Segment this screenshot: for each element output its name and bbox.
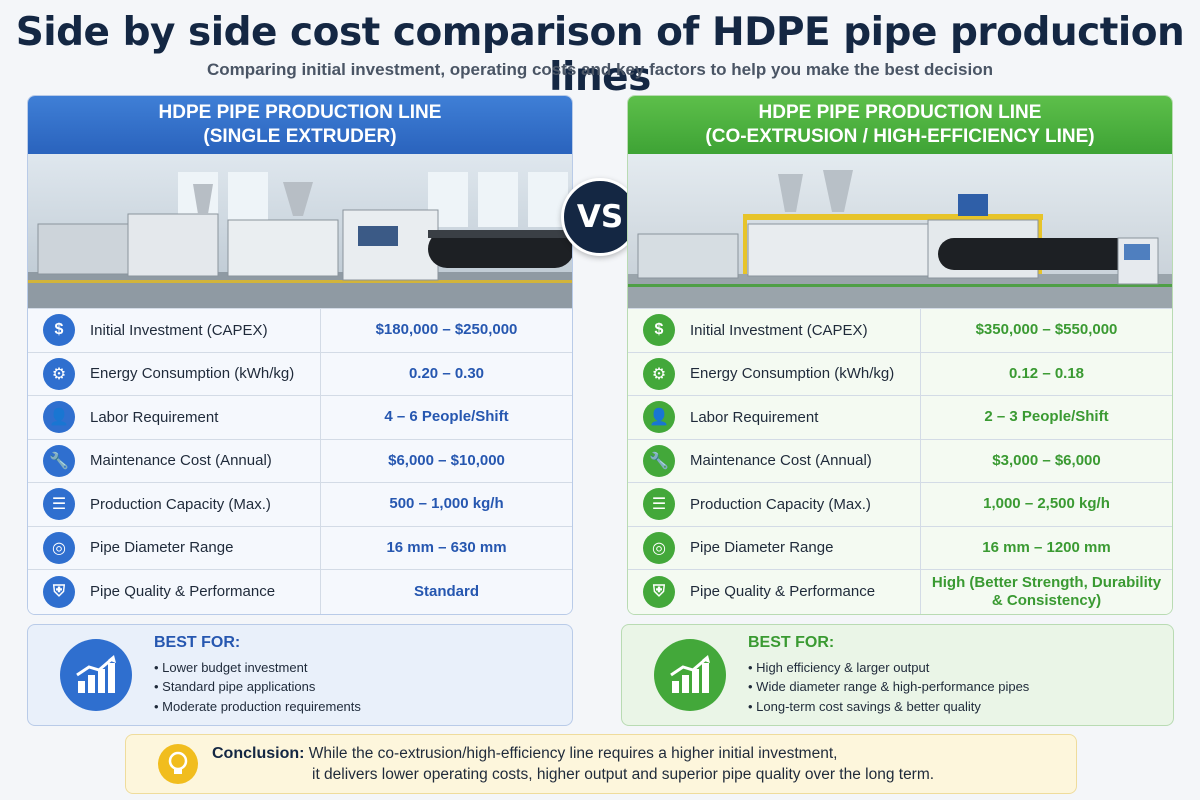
dollar-icon: $ xyxy=(643,314,675,347)
best-for-item: High efficiency & larger output xyxy=(748,658,1029,678)
row-value: $350,000 – $550,000 xyxy=(975,321,1118,339)
co-extrusion-best-for: BEST FOR: High efficiency & larger outpu… xyxy=(621,624,1174,726)
gear-icon: ⚙ xyxy=(43,357,75,390)
co-extrusion-panel: HDPE PIPE PRODUCTION LINE (CO-EXTRUSION … xyxy=(627,95,1173,615)
heading-line1: HDPE PIPE PRODUCTION LINE xyxy=(758,102,1042,123)
row-label: Initial Investment (CAPEX) xyxy=(690,321,868,339)
dollar-icon: $ xyxy=(43,314,75,347)
table-row: ◎ Pipe Diameter Range 16 mm – 630 mm xyxy=(28,526,572,570)
conclusion-box: Conclusion: While the co-extrusion/high-… xyxy=(125,734,1077,794)
row-value: 0.20 – 0.30 xyxy=(408,364,485,382)
row-value: 1,000 – 2,500 kg/h xyxy=(983,495,1110,513)
pipe-icon: ◎ xyxy=(43,531,75,564)
row-value: $6,000 – $10,000 xyxy=(388,451,505,469)
table-row: ☰ Production Capacity (Max.) 1,000 – 2,5… xyxy=(628,483,1172,527)
single-extruder-photo xyxy=(28,154,572,308)
table-row: ◎ Pipe Diameter Range 16 mm – 1200 mm xyxy=(628,526,1172,570)
row-value: 2 – 3 People/Shift xyxy=(984,408,1109,426)
co-extrusion-heading: HDPE PIPE PRODUCTION LINE (CO-EXTRUSION … xyxy=(628,96,1172,154)
heading-line2: (CO-EXTRUSION / HIGH-EFFICIENCY LINE) xyxy=(705,126,1095,147)
table-row: 🔧 Maintenance Cost (Annual) $6,000 – $10… xyxy=(28,439,572,483)
page-title: Side by side cost comparison of HDPE pip… xyxy=(15,10,1185,100)
best-for-title: BEST FOR: xyxy=(748,633,835,651)
person-icon: 👤 xyxy=(643,401,675,434)
table-row: ⛨ Pipe Quality & Performance Standard xyxy=(28,570,572,614)
row-value: Standard xyxy=(413,582,479,600)
stack-icon: ☰ xyxy=(43,488,75,521)
row-value: 16 mm – 1200 mm xyxy=(982,538,1111,556)
table-row: 🔧 Maintenance Cost (Annual) $3,000 – $6,… xyxy=(628,439,1172,483)
row-value: $180,000 – $250,000 xyxy=(375,321,518,339)
conclusion-line2: it delivers lower operating costs, highe… xyxy=(312,766,935,783)
table-row: ⚙ Energy Consumption (kWh/kg) 0.20 – 0.3… xyxy=(28,352,572,396)
co-extrusion-photo xyxy=(628,154,1172,308)
single-extruder-heading: HDPE PIPE PRODUCTION LINE (SINGLE EXTRUD… xyxy=(28,96,572,154)
table-row: ☰ Production Capacity (Max.) 500 – 1,000… xyxy=(28,483,572,527)
row-label: Labor Requirement xyxy=(90,408,219,426)
heading-line1: HDPE PIPE PRODUCTION LINE xyxy=(158,102,442,123)
page-subtitle: Comparing initial investment, operating … xyxy=(207,60,993,79)
row-label: Energy Consumption (kWh/kg) xyxy=(690,365,895,383)
row-label: Production Capacity (Max.) xyxy=(90,495,271,513)
table-row: $ Initial Investment (CAPEX) $350,000 – … xyxy=(628,309,1172,353)
row-label: Pipe Diameter Range xyxy=(690,539,834,557)
row-label: Pipe Quality & Performance xyxy=(690,583,876,601)
row-value: $3,000 – $6,000 xyxy=(992,451,1101,469)
best-for-item: Standard pipe applications xyxy=(154,677,361,697)
gear-icon: ⚙ xyxy=(643,357,675,390)
row-value: High (Better Strength, Durability & Cons… xyxy=(931,573,1162,609)
single-extruder-best-for: BEST FOR: Lower budget investment Standa… xyxy=(27,624,573,726)
row-label: Maintenance Cost (Annual) xyxy=(690,452,872,470)
heading-line2: (SINGLE EXTRUDER) xyxy=(203,126,397,147)
best-for-item: Lower budget investment xyxy=(154,658,361,678)
best-for-item: Moderate production requirements xyxy=(154,697,361,717)
row-value: 4 – 6 People/Shift xyxy=(384,408,509,426)
row-value: 0.12 – 0.18 xyxy=(1008,364,1085,382)
best-for-title: BEST FOR: xyxy=(154,633,241,651)
co-extrusion-table: $ Initial Investment (CAPEX) $350,000 – … xyxy=(628,308,1172,614)
stack-icon: ☰ xyxy=(643,488,675,521)
row-label: Production Capacity (Max.) xyxy=(690,495,871,513)
table-row: 👤 Labor Requirement 4 – 6 People/Shift xyxy=(28,396,572,440)
conclusion-line1: While the co-extrusion/high-efficiency l… xyxy=(308,745,838,762)
growth-chart-icon xyxy=(654,639,726,711)
person-icon: 👤 xyxy=(43,401,75,434)
pipe-icon: ◎ xyxy=(643,531,675,564)
table-row: ⛨ Pipe Quality & Performance High (Bette… xyxy=(628,570,1172,614)
table-row: ⚙ Energy Consumption (kWh/kg) 0.12 – 0.1… xyxy=(628,352,1172,396)
row-label: Pipe Diameter Range xyxy=(90,539,234,557)
row-label: Energy Consumption (kWh/kg) xyxy=(90,365,295,383)
row-value: 500 – 1,000 kg/h xyxy=(389,495,504,513)
single-extruder-table: $ Initial Investment (CAPEX) $180,000 – … xyxy=(28,308,572,614)
row-value: 16 mm – 630 mm xyxy=(386,538,507,556)
wrench-icon: 🔧 xyxy=(643,444,675,477)
row-label: Maintenance Cost (Annual) xyxy=(90,452,272,470)
row-label: Pipe Quality & Performance xyxy=(90,583,276,601)
shield-icon: ⛨ xyxy=(643,575,675,608)
shield-icon: ⛨ xyxy=(43,575,75,608)
wrench-icon: 🔧 xyxy=(43,444,75,477)
best-for-item: Wide diameter range & high-performance p… xyxy=(748,677,1029,697)
growth-chart-icon xyxy=(60,639,132,711)
row-label: Labor Requirement xyxy=(690,408,819,426)
lightbulb-icon xyxy=(158,744,198,784)
conclusion-label: Conclusion: xyxy=(212,745,305,762)
row-label: Initial Investment (CAPEX) xyxy=(90,321,268,339)
table-row: 👤 Labor Requirement 2 – 3 People/Shift xyxy=(628,396,1172,440)
table-row: $ Initial Investment (CAPEX) $180,000 – … xyxy=(28,309,572,353)
single-extruder-panel: HDPE PIPE PRODUCTION LINE (SINGLE EXTRUD… xyxy=(27,95,573,615)
best-for-item: Long-term cost savings & better quality xyxy=(748,697,1029,717)
